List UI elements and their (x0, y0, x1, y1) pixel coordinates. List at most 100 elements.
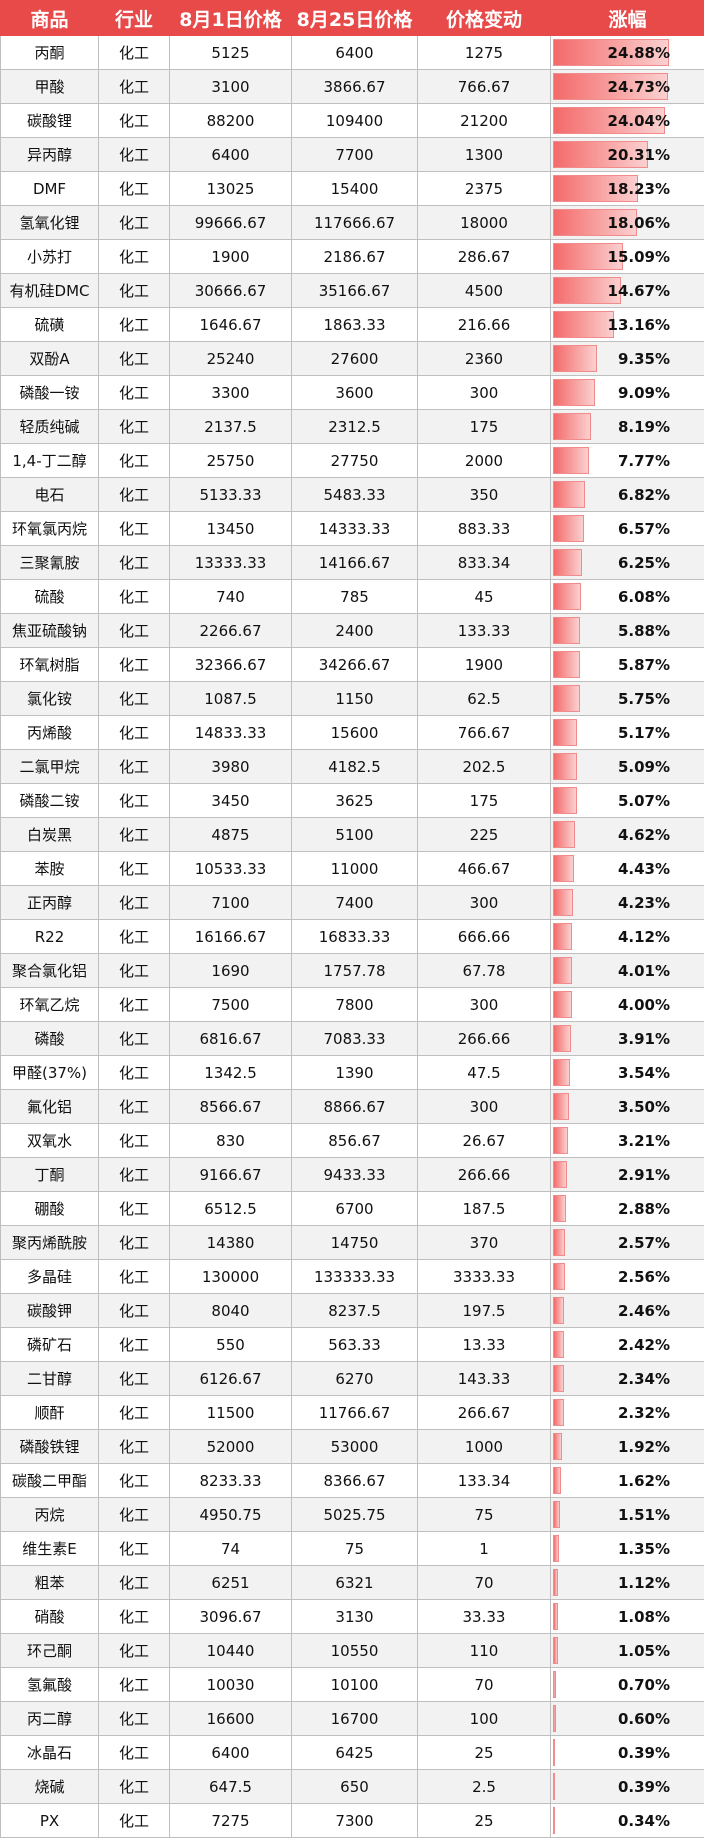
cell-price-change: 100 (418, 1702, 551, 1736)
cell-price-change: 2375 (418, 172, 551, 206)
increase-value: 1.12% (618, 1574, 704, 1592)
cell-price-aug25: 15400 (292, 172, 418, 206)
cell-price-aug25: 8866.67 (292, 1090, 418, 1124)
cell-commodity: 电石 (1, 478, 99, 512)
cell-price-aug1: 16600 (170, 1702, 292, 1736)
cell-price-change: 187.5 (418, 1192, 551, 1226)
increase-value: 0.70% (618, 1676, 704, 1694)
cell-price-aug1: 2266.67 (170, 614, 292, 648)
cell-commodity: 碳酸钾 (1, 1294, 99, 1328)
header-commodity: 商品 (1, 1, 99, 36)
increase-databar (553, 413, 591, 440)
increase-value: 0.39% (618, 1744, 704, 1762)
cell-price-change: 75 (418, 1498, 551, 1532)
cell-price-change: 833.34 (418, 546, 551, 580)
cell-price-aug25: 35166.67 (292, 274, 418, 308)
cell-price-aug1: 130000 (170, 1260, 292, 1294)
cell-price-aug25: 7800 (292, 988, 418, 1022)
cell-industry: 化工 (99, 70, 170, 104)
cell-industry: 化工 (99, 1056, 170, 1090)
cell-price-aug1: 2137.5 (170, 410, 292, 444)
cell-price-aug25: 8237.5 (292, 1294, 418, 1328)
cell-commodity: 有机硅DMC (1, 274, 99, 308)
cell-price-aug1: 550 (170, 1328, 292, 1362)
cell-industry: 化工 (99, 1362, 170, 1396)
cell-price-aug1: 8040 (170, 1294, 292, 1328)
cell-increase-pct: 4.00% (551, 988, 704, 1022)
cell-price-change: 300 (418, 886, 551, 920)
increase-databar (553, 447, 589, 474)
increase-value: 0.34% (618, 1812, 704, 1830)
cell-price-change: 266.66 (418, 1022, 551, 1056)
cell-price-change: 766.67 (418, 716, 551, 750)
cell-industry: 化工 (99, 648, 170, 682)
cell-industry: 化工 (99, 1124, 170, 1158)
increase-databar (553, 651, 580, 678)
cell-price-change: 197.5 (418, 1294, 551, 1328)
cell-price-aug1: 10533.33 (170, 852, 292, 886)
increase-databar (553, 1433, 562, 1460)
cell-commodity: 烧碱 (1, 1770, 99, 1804)
cell-price-aug25: 856.67 (292, 1124, 418, 1158)
increase-databar (553, 719, 577, 746)
increase-databar (553, 1807, 555, 1834)
increase-databar (553, 1467, 561, 1494)
cell-industry: 化工 (99, 240, 170, 274)
increase-databar (553, 1399, 564, 1426)
cell-increase-pct: 5.87% (551, 648, 704, 682)
cell-price-change: 143.33 (418, 1362, 551, 1396)
cell-increase-pct: 1.62% (551, 1464, 704, 1498)
increase-databar (553, 685, 580, 712)
cell-price-aug25: 6425 (292, 1736, 418, 1770)
cell-price-aug1: 30666.67 (170, 274, 292, 308)
cell-commodity: 碳酸二甲酯 (1, 1464, 99, 1498)
cell-increase-pct: 8.19% (551, 410, 704, 444)
cell-industry: 化工 (99, 1566, 170, 1600)
cell-industry: 化工 (99, 1600, 170, 1634)
cell-price-aug1: 9166.67 (170, 1158, 292, 1192)
increase-databar (553, 1603, 558, 1630)
cell-price-aug25: 16833.33 (292, 920, 418, 954)
cell-increase-pct: 13.16% (551, 308, 704, 342)
cell-commodity: 氢氟酸 (1, 1668, 99, 1702)
increase-databar (553, 481, 585, 508)
cell-industry: 化工 (99, 580, 170, 614)
cell-increase-pct: 6.82% (551, 478, 704, 512)
cell-increase-pct: 3.21% (551, 1124, 704, 1158)
increase-databar (553, 753, 577, 780)
cell-price-aug25: 6321 (292, 1566, 418, 1600)
cell-increase-pct: 14.67% (551, 274, 704, 308)
cell-price-change: 216.66 (418, 308, 551, 342)
cell-commodity: 冰晶石 (1, 1736, 99, 1770)
cell-price-change: 67.78 (418, 954, 551, 988)
increase-value: 4.43% (618, 860, 704, 878)
cell-commodity: 环氧树脂 (1, 648, 99, 682)
increase-value: 8.19% (618, 418, 704, 436)
increase-databar (553, 583, 581, 610)
cell-increase-pct: 4.12% (551, 920, 704, 954)
cell-price-change: 2.5 (418, 1770, 551, 1804)
cell-commodity: 硫酸 (1, 580, 99, 614)
cell-price-change: 70 (418, 1566, 551, 1600)
cell-industry: 化工 (99, 852, 170, 886)
increase-value: 0.39% (618, 1778, 704, 1796)
cell-price-aug1: 647.5 (170, 1770, 292, 1804)
cell-price-aug1: 6400 (170, 138, 292, 172)
cell-increase-pct: 0.39% (551, 1736, 704, 1770)
cell-commodity: 双氧水 (1, 1124, 99, 1158)
cell-commodity: 环己酮 (1, 1634, 99, 1668)
cell-industry: 化工 (99, 1430, 170, 1464)
cell-price-aug1: 1900 (170, 240, 292, 274)
cell-industry: 化工 (99, 138, 170, 172)
